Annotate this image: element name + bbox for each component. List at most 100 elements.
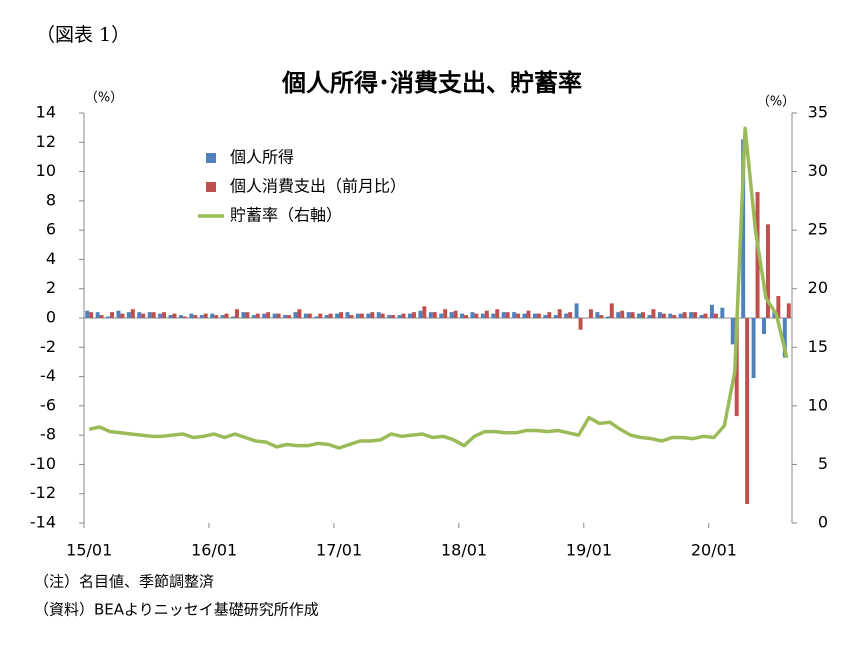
bar	[741, 139, 746, 318]
x-tick-label: 20/01	[691, 541, 737, 560]
note: （資料）BEAよりニッセイ基礎研究所作成	[34, 601, 319, 619]
bar	[120, 313, 125, 318]
bar	[95, 312, 100, 318]
bar	[241, 312, 246, 318]
bar	[335, 313, 340, 318]
x-tick-label: 18/01	[441, 541, 487, 560]
bar	[376, 312, 381, 318]
bar	[189, 313, 194, 318]
bar	[203, 313, 208, 318]
y-tick-label: -14	[30, 513, 56, 532]
bar	[303, 313, 308, 318]
bar	[349, 315, 354, 318]
bar	[501, 312, 506, 318]
y2-tick-label: 20	[808, 278, 828, 297]
bar	[693, 312, 698, 318]
bar	[272, 313, 277, 318]
legend-swatch	[206, 182, 216, 192]
bar	[599, 315, 604, 318]
bar	[387, 315, 392, 318]
bar	[668, 313, 673, 318]
bar	[439, 313, 444, 318]
bar	[193, 315, 198, 318]
y-tick-label: -8	[40, 425, 56, 444]
bar	[391, 315, 396, 318]
bar	[443, 309, 448, 318]
bar	[168, 315, 173, 318]
bar	[609, 303, 614, 318]
bar	[532, 313, 537, 318]
bar	[730, 318, 735, 345]
bar	[480, 313, 485, 318]
chart-title: 個人所得･消費支出、貯蓄率	[281, 69, 582, 97]
bar	[130, 309, 135, 318]
bar	[126, 312, 131, 318]
bar	[432, 312, 437, 318]
y-tick-label: -6	[40, 395, 56, 414]
bar	[564, 313, 569, 318]
bar	[255, 313, 260, 318]
bar	[657, 312, 662, 318]
bar	[553, 315, 558, 318]
bar	[474, 313, 479, 318]
bar	[536, 313, 541, 318]
bar	[262, 313, 267, 318]
legend-swatch	[206, 153, 216, 163]
bar	[234, 309, 239, 318]
bar	[661, 313, 666, 318]
y2-tick-label: 5	[818, 454, 828, 473]
bar	[418, 310, 423, 318]
bar	[210, 313, 215, 318]
y-tick-label: 6	[46, 220, 56, 239]
bar	[231, 316, 235, 318]
legend-label: 個人所得	[230, 148, 294, 167]
bar	[85, 310, 90, 318]
bar	[397, 315, 402, 318]
x-tick-label: 17/01	[316, 541, 362, 560]
y-tick-label: 8	[46, 190, 56, 209]
bar	[245, 312, 250, 318]
bar	[147, 312, 152, 318]
bar	[464, 315, 468, 318]
bar	[287, 315, 291, 318]
y2-tick-label: 30	[808, 161, 828, 180]
bar	[751, 318, 756, 379]
bar	[595, 312, 600, 318]
bar	[522, 313, 527, 318]
bar	[505, 312, 510, 318]
y-tick-label: 12	[36, 132, 56, 151]
bar	[574, 303, 579, 318]
y-tick-label: 2	[46, 278, 56, 297]
y-tick-label: -12	[30, 483, 56, 502]
bar	[713, 313, 718, 318]
bar	[401, 313, 406, 318]
bar	[411, 312, 416, 318]
bar	[651, 309, 656, 318]
y-tick-label: 4	[46, 249, 56, 268]
bar	[588, 309, 593, 318]
bar	[141, 313, 146, 318]
bar	[172, 313, 177, 318]
y2-tick-label: 35	[808, 103, 828, 122]
y-tick-label: 10	[36, 161, 56, 180]
y-tick-label: -2	[40, 337, 56, 356]
bar	[637, 313, 642, 318]
bar	[786, 303, 791, 318]
bar	[314, 316, 319, 318]
bar	[470, 312, 475, 318]
bar	[345, 312, 350, 318]
bar	[484, 310, 489, 318]
bar	[709, 304, 714, 318]
bar	[339, 312, 344, 318]
bar	[151, 312, 156, 318]
bar	[626, 312, 631, 318]
bar	[689, 312, 694, 318]
bar	[214, 315, 219, 318]
bar	[220, 315, 225, 318]
note: （注）名目値、季節調整済	[34, 573, 214, 591]
bar	[199, 315, 204, 318]
bar	[89, 312, 94, 318]
figure-label: （図表 1）	[36, 24, 130, 46]
y2-tick-label: 10	[808, 395, 828, 414]
bar	[678, 313, 683, 318]
